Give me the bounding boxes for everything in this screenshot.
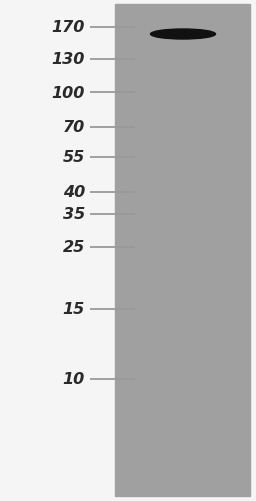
Text: 100: 100 — [52, 85, 85, 100]
Text: 130: 130 — [52, 53, 85, 67]
Text: 10: 10 — [63, 372, 85, 387]
Text: 15: 15 — [63, 302, 85, 317]
Text: 25: 25 — [63, 240, 85, 255]
Text: 70: 70 — [63, 120, 85, 135]
Bar — [115, 5, 250, 496]
Ellipse shape — [151, 30, 216, 40]
Text: 35: 35 — [63, 207, 85, 222]
Text: 40: 40 — [63, 185, 85, 200]
Text: 170: 170 — [52, 21, 85, 36]
Text: 55: 55 — [63, 150, 85, 165]
